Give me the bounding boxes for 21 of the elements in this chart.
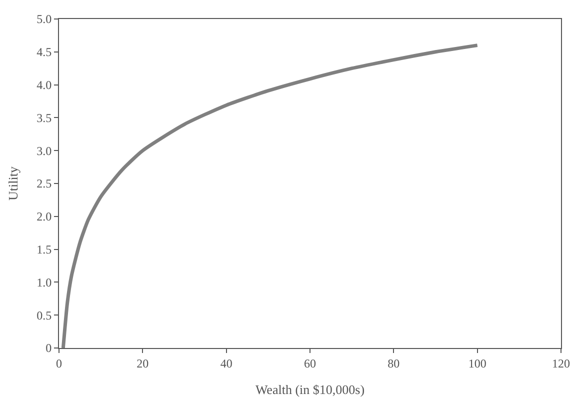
y-tick-label: 2.5 xyxy=(36,176,52,191)
y-tick-label: 3.0 xyxy=(36,144,52,158)
y-tick-label: 0.5 xyxy=(36,308,52,322)
y-tick-label: 0 xyxy=(46,341,52,356)
y-axis-title: Utility xyxy=(6,166,21,200)
x-tick-label: 120 xyxy=(552,356,570,370)
y-tick-label: 4.0 xyxy=(36,78,52,92)
y-tick-label: 1.0 xyxy=(36,275,52,290)
y-tick-label: 4.5 xyxy=(36,45,52,60)
line-series xyxy=(61,44,480,348)
x-tick-label: 80 xyxy=(388,356,400,370)
x-tick-label: 40 xyxy=(220,356,232,370)
y-tick-label: 1.5 xyxy=(36,242,52,256)
x-tick-label: 100 xyxy=(468,356,486,370)
x-tick-label: 60 xyxy=(304,356,316,370)
x-axis-title: Wealth (in $10,000s) xyxy=(255,382,365,397)
y-tick-label: 5.0 xyxy=(36,12,52,26)
y-tick-label: 3.5 xyxy=(36,110,52,125)
x-tick-label: 0 xyxy=(56,356,62,370)
x-tick-label: 20 xyxy=(136,356,149,370)
y-tick-label: 2.0 xyxy=(36,210,52,224)
